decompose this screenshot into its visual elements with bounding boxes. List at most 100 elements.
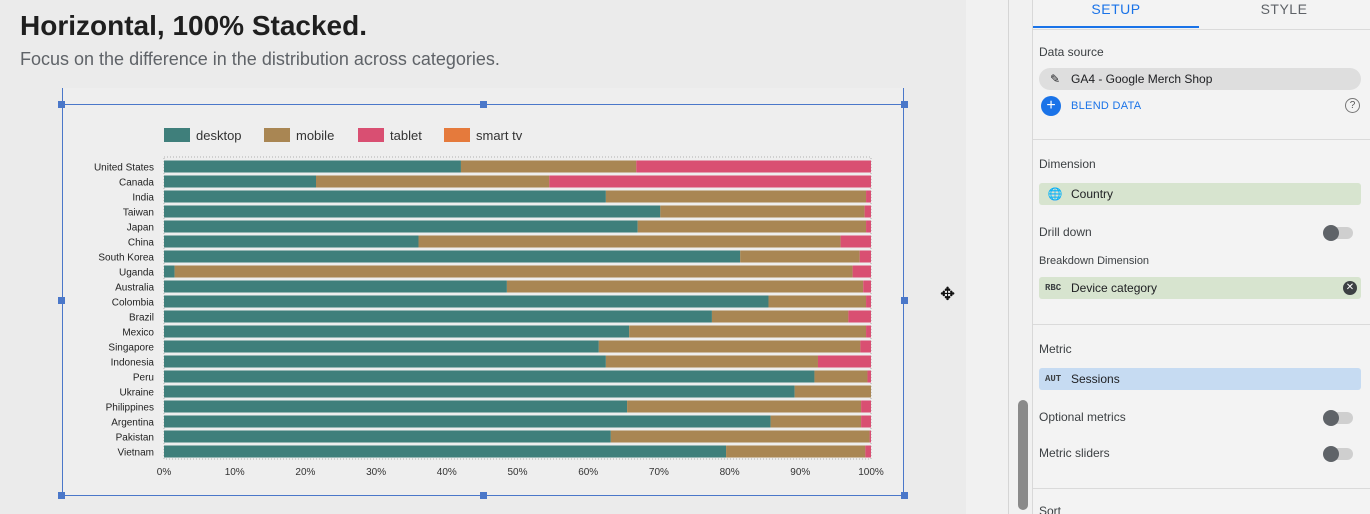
bar-segment-desktop [164,220,638,233]
bar-segment-mobile [768,295,867,308]
bar-segment-tablet [861,415,871,428]
x-tick-label: 50% [507,467,527,478]
help-icon[interactable]: ? [1345,98,1360,113]
category-label: United States [94,163,154,174]
data-source-chip[interactable]: ✎ GA4 - Google Merch Shop [1039,68,1361,90]
resize-handle-right[interactable] [901,297,908,304]
bar-segment-desktop [164,280,507,293]
report-canvas: Horizontal, 100% Stacked. Focus on the d… [20,10,956,499]
bar-segment-tablet [859,250,871,263]
bar-segment-mobile [660,205,865,218]
bar-segment-desktop [164,160,461,173]
x-tick-label: 20% [295,467,315,478]
bar-segment-mobile [637,220,867,233]
bar-segment-desktop [164,325,630,338]
x-tick-label: 80% [720,467,740,478]
bar-segment-tablet [865,445,871,458]
category-label: Vietnam [117,448,154,459]
metric-chip[interactable]: AUT Sessions [1039,368,1361,390]
bar-segment-mobile [506,280,864,293]
category-label: South Korea [98,253,154,264]
x-tick-label: 10% [225,467,245,478]
bar-segment-desktop [164,295,769,308]
category-label: Uganda [119,268,154,279]
page-subtitle: Focus on the difference in the distribut… [20,49,500,69]
legend-swatch-smart-tv [444,128,470,142]
resize-handle-bottom-left[interactable] [58,492,65,499]
bar-segment-tablet [866,295,871,308]
bar-segment-tablet [866,190,871,203]
category-label: China [128,238,155,249]
bar-segment-tablet [869,430,871,443]
resize-handle-top-right[interactable] [901,101,908,108]
legend-label-smart-tv: smart tv [476,128,523,143]
pencil-icon[interactable]: ✎ [1049,72,1061,86]
resize-handle-bottom[interactable] [480,492,487,499]
bar-segment-desktop [164,205,661,218]
sort-label: Sort [1039,504,1062,514]
bar-segment-desktop [164,430,611,443]
bar-segment-mobile [174,265,853,278]
category-label: Ukraine [120,388,155,399]
bar-segment-desktop [164,385,795,398]
bar-segment-tablet [863,280,871,293]
bar-segment-desktop [164,175,317,188]
category-label: Japan [127,223,154,234]
bar-segment-mobile [629,325,867,338]
category-label: Colombia [112,298,155,309]
resize-handle-top-left[interactable] [58,101,65,108]
tab-style[interactable]: STYLE [1260,1,1308,17]
breakdown-dimension-chip[interactable]: RBC Device category ✕ [1039,277,1361,299]
stacked-bar-chart[interactable]: desktop mobile tablet smart tv United States… [62,104,904,496]
legend-label-mobile: mobile [296,128,334,143]
bar-segment-mobile [711,310,849,323]
globe-icon: 🌐 [1047,187,1063,201]
section-divider [1033,324,1370,325]
legend-label-tablet: tablet [390,128,422,143]
bar-segment-mobile [605,190,867,203]
dimension-name: Country [1071,187,1114,201]
optional-metrics-toggle[interactable] [1323,410,1353,426]
bar-segment-tablet [866,325,871,338]
page-title: Horizontal, 100% Stacked. [20,10,368,41]
bar-segment-desktop [164,190,606,203]
drill-down-toggle[interactable] [1323,225,1353,241]
resize-handle-left[interactable] [58,297,65,304]
category-label: Taiwan [123,208,154,219]
bar-segment-mobile [316,175,550,188]
x-tick-label: 0% [157,467,172,478]
blend-data-button[interactable]: BLEND DATA [1071,100,1142,112]
close-icon[interactable]: ✕ [1343,281,1357,295]
resize-handle-bottom-right[interactable] [901,492,908,499]
category-label: Peru [133,373,154,384]
legend-swatch-desktop [164,128,190,142]
resize-handle-top[interactable] [480,101,487,108]
bar-segment-tablet [864,205,871,218]
bar-segment-desktop [164,310,712,323]
x-tick-label: 30% [366,467,386,478]
metric-sliders-toggle[interactable] [1323,446,1353,462]
x-tick-label: 100% [858,467,884,478]
bar-segment-mobile [740,250,860,263]
category-label: Brazil [129,313,154,324]
bar-segment-mobile [610,430,870,443]
drill-down-label: Drill down [1039,225,1092,239]
data-source-label: Data source [1039,45,1104,59]
bar-segment-tablet [852,265,871,278]
tab-setup[interactable]: SETUP [1033,0,1199,28]
x-tick-label: 40% [437,467,457,478]
x-tick-label: 90% [790,467,810,478]
bar-segment-mobile [598,340,861,353]
panel-scrollbar[interactable] [1018,400,1028,510]
bar-segment-mobile [627,400,862,413]
dimension-chip[interactable]: 🌐 Country [1039,183,1361,205]
bar-segment-desktop [164,445,727,458]
metric-name: Sessions [1071,372,1120,386]
legend-swatch-tablet [358,128,384,142]
bar-segment-mobile [726,445,866,458]
data-source-name: GA4 - Google Merch Shop [1071,72,1213,86]
category-label: Argentina [111,418,154,429]
plus-icon[interactable]: + [1041,96,1061,116]
legend-label-desktop: desktop [196,128,242,143]
bar-segment-desktop [164,355,606,368]
